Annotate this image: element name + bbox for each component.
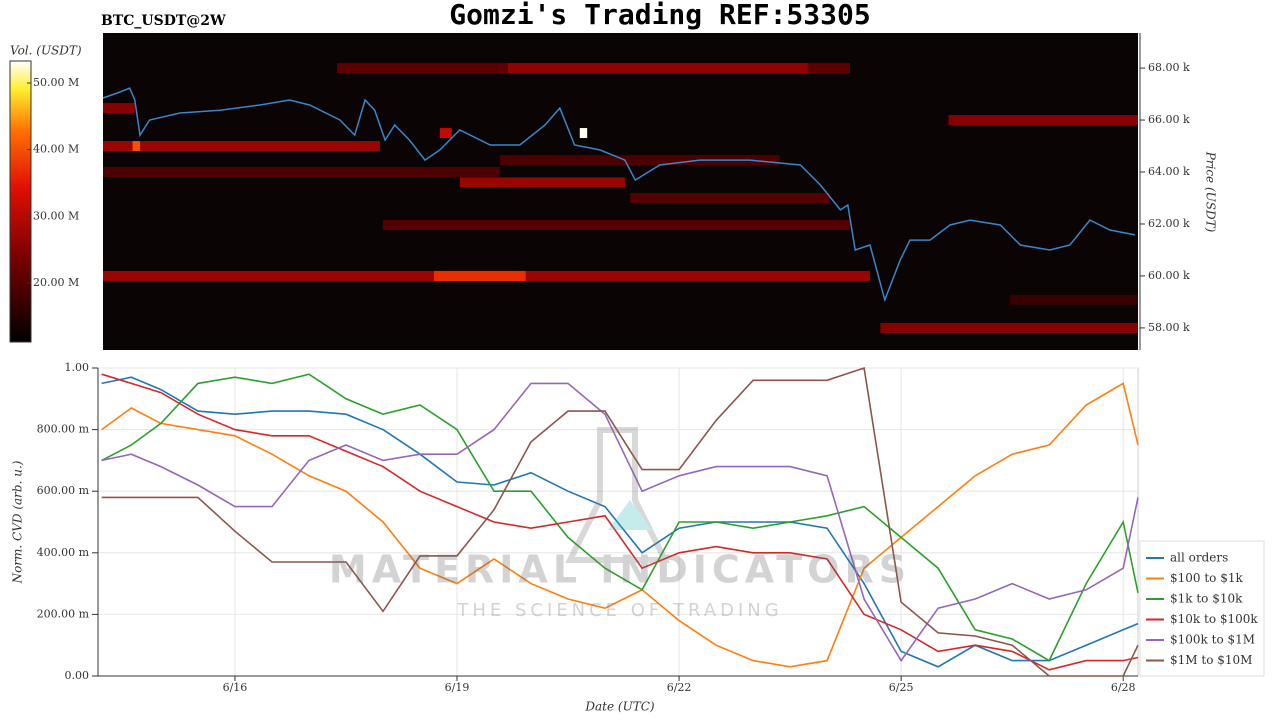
heatmap-cell [439,128,452,139]
y-axis-label: Norm. CVD (arb. u.) [11,460,25,584]
y-tick-label: 400.00 m [37,546,90,559]
y-tick-label: 0.00 [65,669,90,682]
y-axis-label: Price (USDT) [1204,151,1218,233]
y-tick-label: 68.00 k [1148,61,1190,74]
price-line [102,87,1136,303]
heatmap-cell [880,322,1138,333]
watermark-name: MATERIAL INDICATORS [329,548,911,592]
heatmap-cell [507,63,808,74]
heatmap-cell [579,128,588,139]
cvd-line [101,382,1139,668]
legend-label: $100 to $1k [1170,571,1243,585]
colorbar-tick-label: 50.00 M [33,76,79,89]
legend-label: $1M to $10M [1170,653,1252,667]
watermark-tagline: THE SCIENCE OF TRADING [456,600,782,621]
x-tick-label: 6/16 [223,681,248,694]
colorbar-tick-label: 40.00 M [33,143,79,156]
heatmap-background [103,33,1138,350]
heatmap-cell [103,103,135,114]
y-tick-label: 1.00 [65,361,90,374]
x-tick-label: 6/28 [1111,681,1136,694]
heatmap-cell [499,155,780,166]
heatmap-cell [103,167,500,178]
y-tick-label: 64.00 k [1148,165,1190,178]
colorbar-tick-label: 20.00 M [33,276,79,289]
watermark-logo [565,427,670,563]
y-tick-label: 60.00 k [1148,269,1190,282]
legend-label: all orders [1170,551,1228,565]
y-tick-label: 62.00 k [1148,217,1190,230]
x-axis-label: Date (UTC) [584,700,654,714]
cvd-line [101,373,1139,671]
heatmap-cell [103,141,380,152]
x-tick-label: 6/19 [445,681,470,694]
watermark: MATERIAL INDICATORS THE SCIENCE OF TRADI… [329,427,911,621]
y-tick-label: 66.00 k [1148,113,1190,126]
heatmap-cell [1009,294,1138,305]
y-tick-label: 58.00 k [1148,321,1190,334]
cvd-line [101,373,1139,662]
heatmap-cell [459,177,625,188]
watermark-logo-fill [608,500,652,530]
y-tick-label: 800.00 m [37,423,90,436]
legend-label: $10k to $100k [1170,612,1258,626]
heatmap-cell [948,115,1138,126]
legend-box [1139,540,1265,677]
cvd-line [101,382,1139,663]
heatmap-cell [433,270,526,281]
legend-label: $1k to $10k [1170,592,1243,606]
page-title: Gomzi's Trading REF:53305 [449,0,870,31]
heatmap-cell [382,220,851,231]
cvd-line [101,366,1139,677]
y-tick-label: 200.00 m [37,607,90,620]
chart-subtitle: BTC_USDT@2W [101,13,226,29]
x-tick-label: 6/22 [667,681,692,694]
heatmap-cell [630,192,831,203]
legend-label: $100k to $1M [1170,633,1255,647]
colorbar [9,60,32,343]
heatmap-cell [132,141,141,152]
colorbar-tick-label: 30.00 M [33,209,79,222]
colorbar-label: Vol. (USDT) [10,44,82,58]
cvd-line [101,376,1139,668]
x-tick-label: 6/25 [889,681,914,694]
y-tick-label: 600.00 m [37,484,90,497]
